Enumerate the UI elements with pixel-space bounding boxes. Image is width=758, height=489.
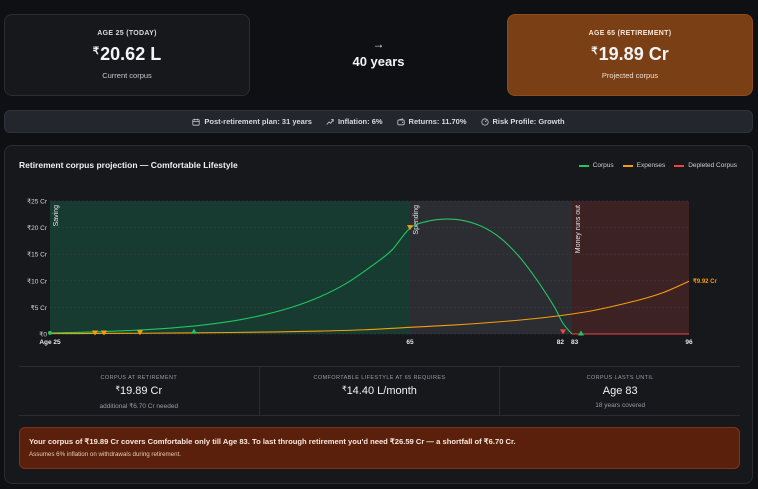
marker-triangle-down [101,330,107,336]
legend-expenses[interactable]: Expenses [622,162,665,169]
phase-band-2 [572,201,689,334]
stat-sub: additional ₹6.70 Cr needed [99,403,179,410]
assumption-risk-text: Risk Profile: Growth [492,117,565,126]
series-line-expenses [49,280,690,335]
assumption-returns: Returns: 11.70% [396,117,467,126]
marker-triangle-down [407,225,413,231]
assumption-returns-text: Returns: 11.70% [408,117,467,126]
y-tick-label: ₹10 Cr [27,277,48,285]
legend-expenses-swatch [622,164,633,167]
current-age-label: AGE 25 (TODAY) [97,30,157,37]
marker-triangle-up [191,328,197,334]
x-tick-label: 65 [406,339,414,346]
marker-triangle-down [560,329,566,335]
assumption-risk: Risk Profile: Growth [480,117,565,126]
current-corpus-card: AGE 25 (TODAY) ₹20.62 L Current corpus [4,14,250,96]
legend-corpus-swatch [578,164,589,167]
current-corpus-caption: Current corpus [102,71,152,80]
stat-label: COMFORTABLE LIFESTYLE AT 65 REQUIRES [313,375,446,381]
projection-panel: Retirement corpus projection — Comfortab… [4,145,753,484]
y-tick-label: ₹5 Cr [31,304,48,312]
y-tick-label: ₹0 [39,331,47,339]
assumption-inflation: Inflation: 6% [326,117,383,126]
stat-lifestyle-requirement: COMFORTABLE LIFESTYLE AT 65 REQUIRES ₹14… [260,367,501,415]
x-tick-label: 83 [571,339,579,346]
legend-depleted-swatch [674,164,685,167]
marker-triangle-up [578,330,584,336]
stat-label: CORPUS AT RETIREMENT [100,375,178,381]
stats-row: CORPUS AT RETIREMENT ₹19.89 Cr additiona… [19,366,740,416]
phase-label-0: Saving [53,205,60,227]
legend-corpus[interactable]: Corpus [578,162,614,169]
y-tick-label: ₹25 Cr [27,198,48,206]
current-corpus-amount: ₹20.62 L [92,44,162,64]
gauge-icon [480,117,489,126]
stat-value: ₹19.89 Cr [115,385,163,397]
retirement-corpus-card: AGE 65 (RETIREMENT) ₹19.89 Cr Projected … [507,14,753,96]
retirement-age-label: AGE 65 (RETIREMENT) [588,30,672,37]
chart-title: Retirement corpus projection — Comfortab… [19,160,238,170]
retirement-corpus-amount: ₹19.89 Cr [591,44,669,64]
corpus-projection-chart[interactable]: Saving Spending Money runs out ₹0 ₹5 Cr ₹10 C… [5,146,754,361]
phase-band-0 [50,201,410,334]
shortfall-warning: Your corpus of ₹19.89 Cr covers Comforta… [19,427,740,469]
series-end-label: ₹9.92 Cr [693,278,717,285]
stat-corpus-lasts-until: CORPUS LASTS UNTIL Age 83 18 years cover… [500,367,740,415]
y-tick-label: ₹15 Cr [27,251,48,259]
phase-band-1 [410,201,572,334]
marker-dot [48,330,52,335]
warning-note: Assumes 6% inflation on withdrawals duri… [29,451,182,458]
arrow-right-icon: → [372,37,385,51]
x-tick-label: Age 25 [39,339,61,346]
trend-icon [326,118,334,125]
series-line-corpus [49,218,573,335]
marker-triangle-down [92,330,98,336]
y-tick-label: ₹20 Cr [27,224,48,232]
legend-depleted[interactable]: Depleted Corpus [674,162,737,169]
assumption-inflation-text: Inflation: 6% [337,117,383,126]
calendar-icon [192,118,201,126]
years-to-retirement: 40 years [352,54,405,69]
assumptions-bar: Post-retirement plan: 31 years Inflation… [4,110,753,133]
stat-value: ₹14.40 L/month [342,385,417,397]
wallet-icon [396,117,405,125]
warning-message: Your corpus of ₹19.89 Cr covers Comforta… [29,437,516,446]
x-tick-label: 82 [557,339,565,346]
chart-legend: Corpus Expenses Depleted Corpus [570,162,737,169]
stat-label: CORPUS LASTS UNTIL [586,375,654,381]
retirement-corpus-caption: Projected corpus [601,71,659,80]
assumption-plan: Post-retirement plan: 31 years [192,117,312,126]
stat-sub: 18 years covered [595,402,646,409]
stat-corpus-at-retirement: CORPUS AT RETIREMENT ₹19.89 Cr additiona… [19,367,260,415]
phase-label-1: Spending [413,205,420,235]
timeline-span: → 40 years [250,38,507,69]
marker-triangle-down [137,330,143,336]
phase-label-2: Money runs out [575,205,582,253]
x-tick-label: 96 [685,339,693,346]
stat-value: Age 83 [602,385,638,397]
assumption-plan-text: Post-retirement plan: 31 years [204,117,312,126]
